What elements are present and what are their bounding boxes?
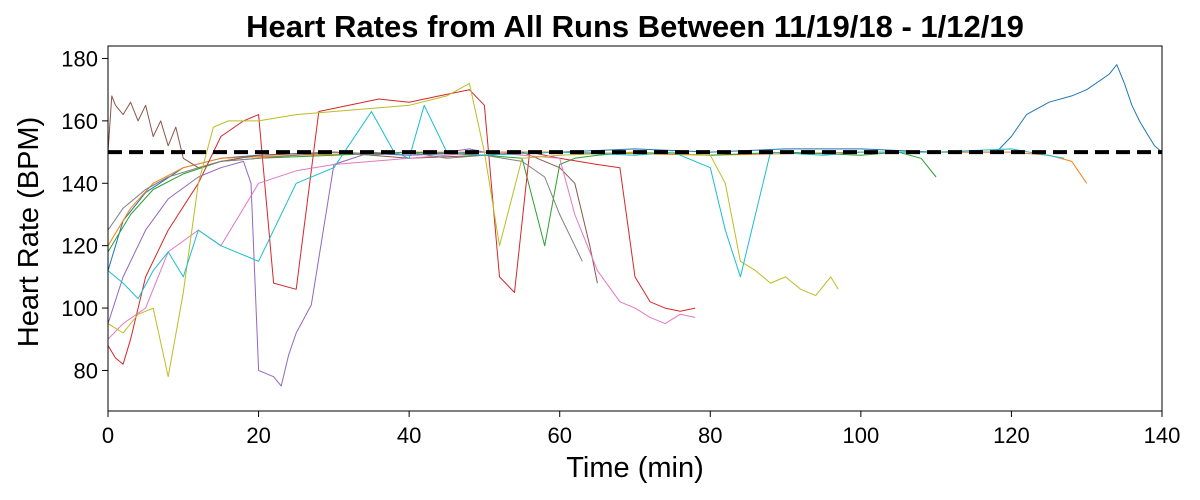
run-line-3 [108,151,937,253]
series-layer [108,64,1162,387]
plot-frame [107,45,1163,412]
y-ticks: 80 100 120 140 160 180 [61,46,108,383]
x-tick-label: 120 [993,423,1030,448]
run-line-8 [108,151,583,262]
x-tick-label: 60 [547,423,571,448]
run-line-4 [108,89,696,365]
run-line-2 [108,151,1088,246]
chart-title: Heart Rates from All Runs Between 11/19/… [246,9,1024,44]
run-line-7 [108,151,696,340]
x-tick-label: 80 [698,423,722,448]
x-tick-label: 100 [842,423,879,448]
y-tick-label: 80 [74,358,98,383]
y-tick-label: 140 [61,171,98,196]
x-tick-label: 0 [102,423,114,448]
x-ticks: 0 20 40 60 80 100 120 140 [102,411,1180,448]
y-tick-label: 120 [61,234,98,259]
run-line-1 [108,64,1162,271]
y-tick-label: 160 [61,109,98,134]
y-tick-label: 180 [61,46,98,71]
run-line-5 [108,148,485,387]
x-tick-label: 20 [246,423,270,448]
x-tick-label: 40 [397,423,421,448]
y-axis-label: Heart Rate (BPM) [13,117,45,347]
x-axis-label: Time (min) [566,452,703,484]
x-tick-label: 140 [1144,423,1181,448]
y-tick-label: 100 [61,296,98,321]
run-line-9 [108,82,839,378]
